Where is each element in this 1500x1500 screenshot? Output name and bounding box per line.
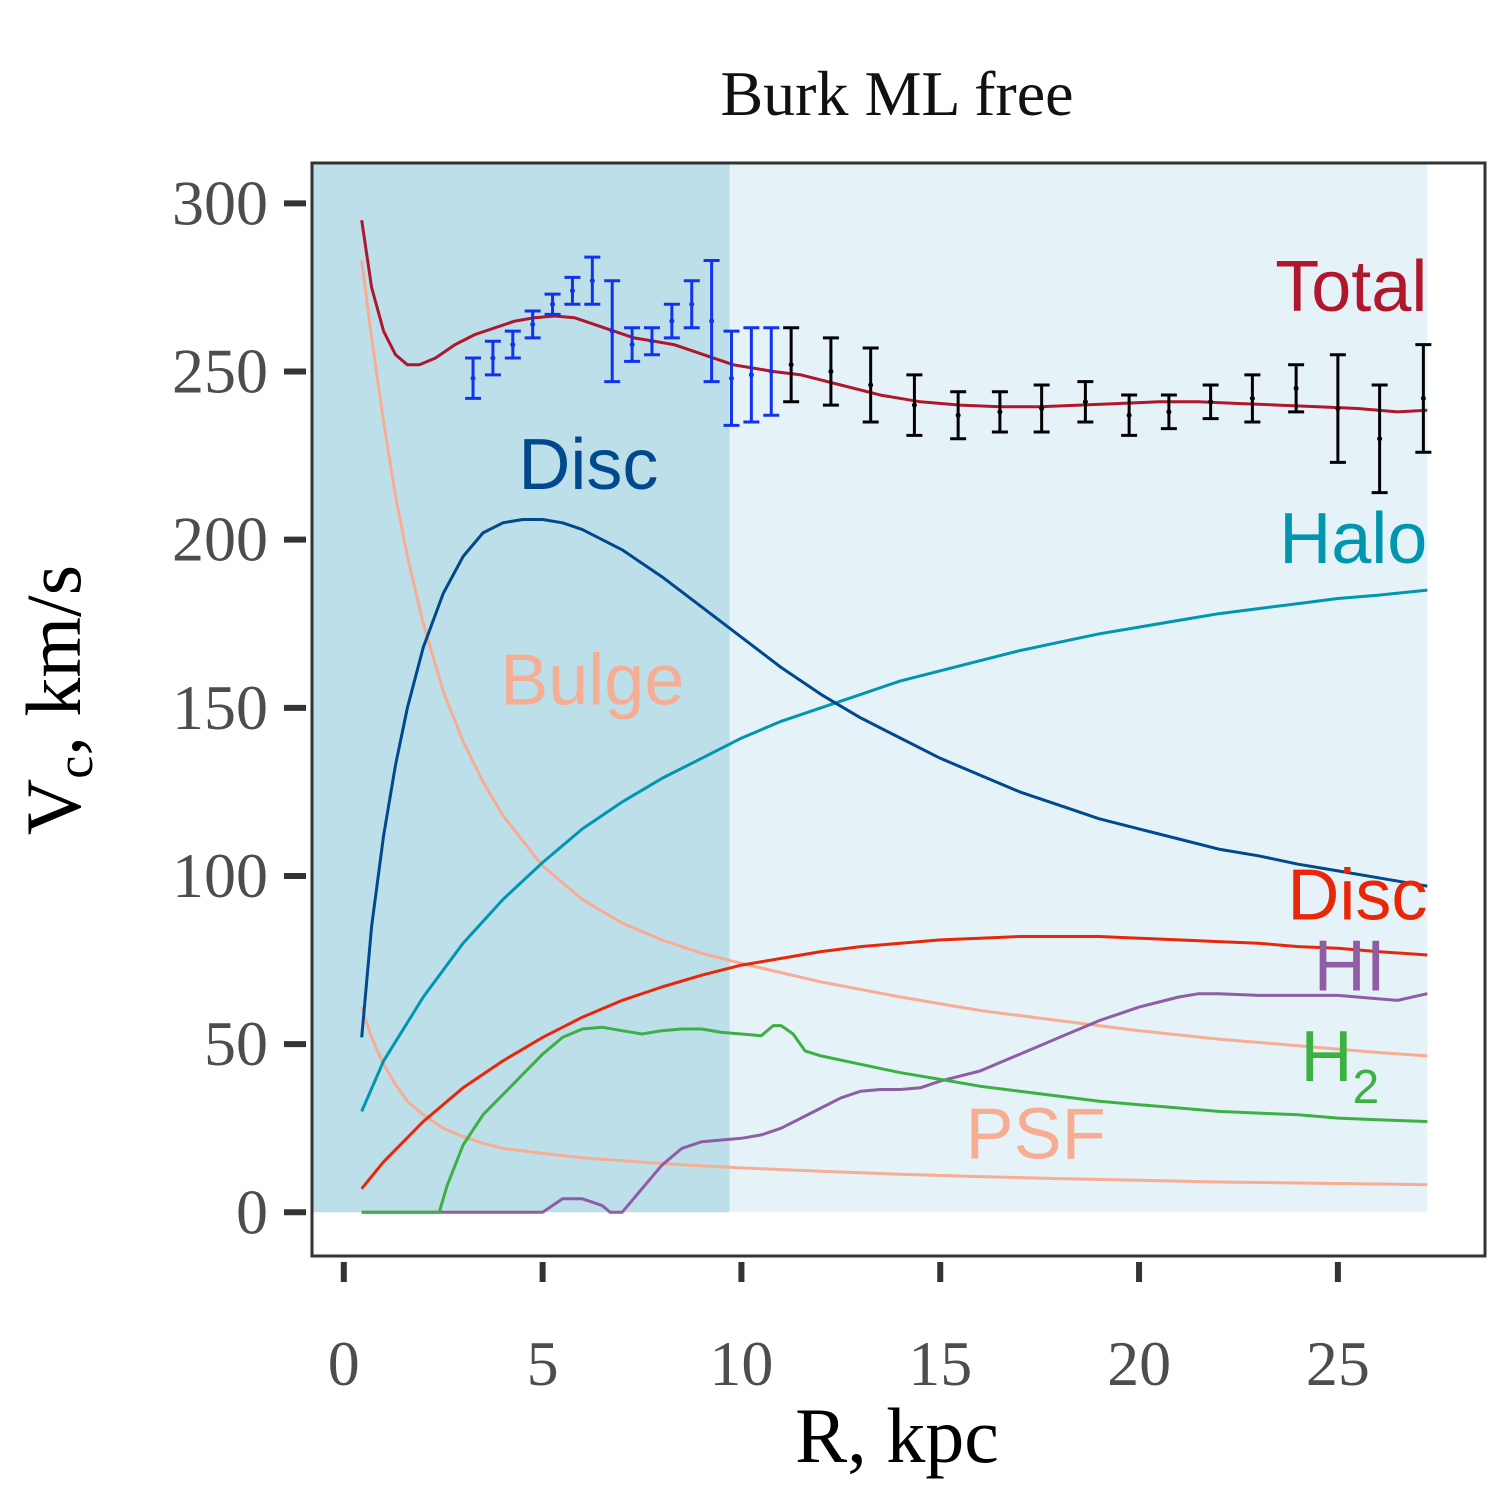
data-point xyxy=(788,362,794,368)
label-total-text: Total xyxy=(1275,247,1427,327)
data-point xyxy=(709,318,715,324)
label-disc-text: Disc xyxy=(518,425,658,505)
data-point xyxy=(1039,406,1045,412)
data-point xyxy=(1420,395,1426,401)
data-point xyxy=(1249,395,1255,401)
label-h2-subscript: 2 xyxy=(1353,1061,1380,1114)
observations-inner xyxy=(465,255,780,427)
x-tick-label: 10 xyxy=(709,1328,773,1399)
plot-frame xyxy=(310,161,1487,1258)
data-point xyxy=(955,412,961,418)
x-tick-label: 25 xyxy=(1306,1328,1370,1399)
data-point xyxy=(629,342,635,348)
x-tick-label: 15 xyxy=(908,1328,972,1399)
data-point xyxy=(1082,399,1088,405)
label-h2: H2 xyxy=(1301,1017,1380,1114)
x-axis: 0 5 10 15 20 25 xyxy=(328,1262,1370,1399)
y-axis-label-main: V xyxy=(10,779,97,835)
label-psf-text: PSF xyxy=(966,1094,1106,1174)
label-disc: Disc xyxy=(518,425,658,505)
y-axis-label-units: , km/s xyxy=(10,565,97,756)
data-point xyxy=(911,402,917,408)
label-disc-gas-text: Disc xyxy=(1287,856,1427,936)
data-point xyxy=(589,278,595,284)
y-tick-label: 250 xyxy=(172,336,268,407)
data-point xyxy=(828,369,834,375)
y-tick-label: 200 xyxy=(172,504,268,575)
y-axis: 0 50 100 150 200 250 300 xyxy=(172,167,306,1247)
data-point xyxy=(569,288,575,294)
curve-psf xyxy=(360,1006,1428,1187)
y-axis-label-subscript: c xyxy=(47,756,104,779)
curve-bulge xyxy=(360,260,1428,1058)
data-point xyxy=(530,321,536,327)
curve-hi xyxy=(361,992,1428,1214)
data-point xyxy=(490,355,496,361)
data-point xyxy=(510,342,516,348)
data-point xyxy=(1126,412,1132,418)
y-tick-label: 300 xyxy=(172,167,268,238)
data-point xyxy=(1208,399,1214,405)
data-point xyxy=(1377,436,1383,442)
data-point xyxy=(550,301,556,307)
data-point xyxy=(669,318,675,324)
label-total: Total xyxy=(1275,247,1427,327)
observations-outer xyxy=(783,326,1432,495)
label-halo: Halo xyxy=(1279,499,1427,579)
y-axis-label: Vc, km/s xyxy=(10,565,104,835)
data-point xyxy=(868,382,874,388)
curve-h2 xyxy=(361,1024,1428,1214)
label-hi-text: HI xyxy=(1314,926,1386,1006)
y-tick-label: 0 xyxy=(236,1176,268,1247)
data-point xyxy=(748,372,754,378)
label-psf: PSF xyxy=(966,1094,1106,1174)
data-point xyxy=(649,338,655,344)
data-point xyxy=(1293,385,1299,391)
data-point xyxy=(1335,406,1341,412)
y-tick-label: 100 xyxy=(172,840,268,911)
y-tick-label: 50 xyxy=(204,1008,268,1079)
data-point xyxy=(689,301,695,307)
label-h2-text: H xyxy=(1301,1017,1353,1097)
y-tick-label: 150 xyxy=(172,672,268,743)
x-tick-label: 5 xyxy=(527,1328,559,1399)
shaded-region-2 xyxy=(729,164,1428,1213)
x-tick-label: 0 xyxy=(328,1328,360,1399)
data-point xyxy=(470,375,476,381)
data-point xyxy=(768,369,774,375)
curve-disc xyxy=(360,518,1428,1038)
x-tick-label: 20 xyxy=(1107,1328,1171,1399)
x-axis-label: R, kpc xyxy=(795,1392,999,1479)
data-point xyxy=(997,409,1003,415)
curve-total xyxy=(360,219,1428,414)
shaded-region-1 xyxy=(313,164,730,1213)
chart-title: Burk ML free xyxy=(720,58,1073,129)
curve-halo xyxy=(360,588,1428,1112)
curve-disc-gas xyxy=(360,935,1428,1190)
data-point xyxy=(728,375,734,381)
label-bulge: Bulge xyxy=(500,640,684,720)
label-hi: HI xyxy=(1314,926,1386,1006)
label-disc-gas: Disc xyxy=(1287,856,1427,936)
label-bulge-text: Bulge xyxy=(500,640,684,720)
label-halo-text: Halo xyxy=(1279,499,1427,579)
data-point xyxy=(609,328,615,334)
data-point xyxy=(1166,409,1172,415)
